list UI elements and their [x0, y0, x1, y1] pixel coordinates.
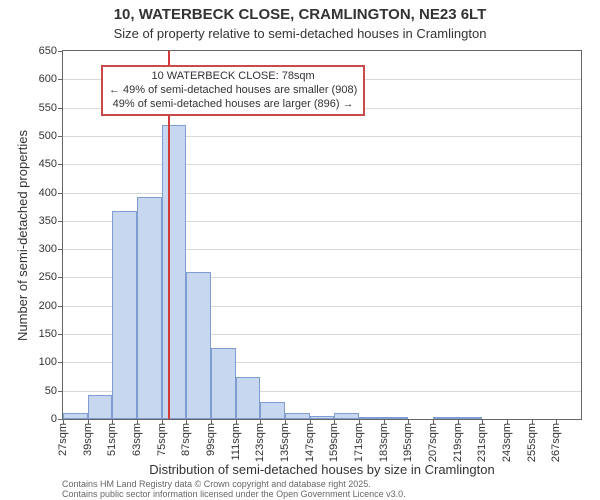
- x-tick-label: 51sqm: [106, 423, 118, 456]
- y-tick-label: 350: [39, 215, 57, 227]
- x-tick-label: 123sqm: [254, 423, 266, 462]
- plot-area: 0501001502002503003504004505005506006502…: [62, 50, 582, 420]
- histogram-bar: [310, 416, 335, 419]
- x-tick-label: 183sqm: [378, 423, 390, 462]
- histogram-bar: [63, 413, 88, 419]
- histogram-bar: [334, 413, 359, 419]
- y-tick-label: 150: [39, 328, 57, 340]
- y-tick-label: 250: [39, 271, 57, 283]
- y-tick-label: 650: [39, 45, 57, 57]
- x-tick-label: 219sqm: [452, 423, 464, 462]
- x-tick-label: 63sqm: [131, 423, 143, 456]
- x-tick-label: 231sqm: [476, 423, 488, 462]
- y-tick-label: 50: [45, 385, 57, 397]
- y-tick-label: 400: [39, 187, 57, 199]
- x-axis-label: Distribution of semi-detached houses by …: [62, 462, 582, 477]
- chart-title: 10, WATERBECK CLOSE, CRAMLINGTON, NE23 6…: [0, 6, 600, 23]
- x-tick-label: 267sqm: [550, 423, 562, 462]
- x-tick-label: 87sqm: [180, 423, 192, 456]
- gridline: [63, 136, 581, 137]
- x-tick-label: 39sqm: [82, 423, 94, 456]
- x-tick-label: 147sqm: [304, 423, 316, 462]
- y-tick-label: 300: [39, 243, 57, 255]
- x-tick-label: 171sqm: [353, 423, 365, 462]
- x-tick-label: 159sqm: [328, 423, 340, 462]
- y-tick-label: 100: [39, 356, 57, 368]
- y-tick-label: 550: [39, 102, 57, 114]
- y-axis-label: Number of semi-detached properties: [14, 50, 30, 420]
- x-tick-label: 243sqm: [501, 423, 513, 462]
- annotation-box: 10 WATERBECK CLOSE: 78sqm← 49% of semi-d…: [101, 65, 365, 116]
- y-tick-label: 450: [39, 158, 57, 170]
- histogram-bar: [211, 348, 236, 419]
- x-tick-label: 135sqm: [279, 423, 291, 462]
- y-tick-label: 500: [39, 130, 57, 142]
- histogram-bar: [88, 395, 113, 419]
- chart-subtitle: Size of property relative to semi-detach…: [0, 26, 600, 41]
- x-tick-label: 99sqm: [205, 423, 217, 456]
- gridline: [63, 193, 581, 194]
- histogram-bar: [458, 417, 483, 419]
- x-tick-label: 111sqm: [230, 423, 242, 461]
- x-tick-label: 75sqm: [156, 423, 168, 456]
- histogram-bar: [285, 413, 310, 419]
- histogram-bar: [433, 417, 458, 419]
- x-tick-label: 195sqm: [402, 423, 414, 462]
- histogram-bar: [186, 272, 211, 419]
- histogram-bar: [137, 197, 162, 419]
- gridline: [63, 164, 581, 165]
- histogram-bar: [112, 211, 137, 419]
- y-tick-label: 200: [39, 300, 57, 312]
- histogram-bar: [260, 402, 285, 419]
- histogram-bar: [359, 417, 384, 419]
- footnote: Contains HM Land Registry data © Crown c…: [62, 480, 406, 500]
- x-tick-label: 255sqm: [526, 423, 538, 462]
- x-tick-label: 27sqm: [57, 423, 69, 456]
- histogram-bar: [384, 417, 409, 419]
- x-tick-label: 207sqm: [427, 423, 439, 462]
- histogram-bar: [162, 125, 187, 419]
- histogram-bar: [236, 377, 261, 419]
- y-tick-label: 600: [39, 73, 57, 85]
